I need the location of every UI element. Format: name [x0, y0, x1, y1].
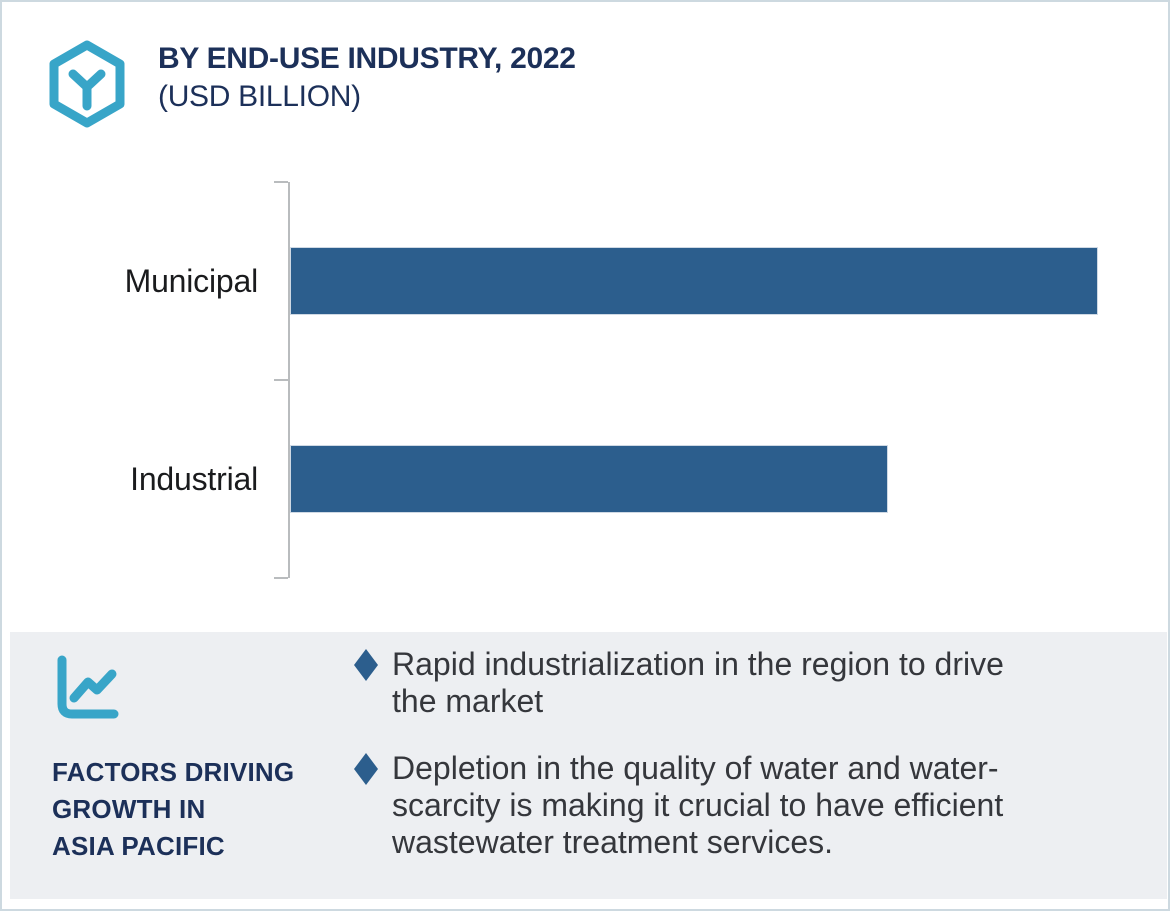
diamond-icon [354, 649, 378, 681]
factor-bullet: Rapid industrialization in the region to… [354, 646, 1054, 720]
category-label-industrial: Industrial [130, 460, 258, 497]
chart-header: BY END-USE INDUSTRY, 2022 (USD BILLION) [158, 40, 576, 116]
factor-text: Rapid industrialization in the region to… [392, 646, 1004, 719]
bar-municipal [290, 247, 1098, 315]
axis-tick [274, 577, 288, 579]
factor-bullet-list: Rapid industrialization in the region to… [354, 646, 1054, 891]
category-label-municipal: Municipal [124, 262, 259, 299]
diamond-icon [354, 753, 378, 785]
panel-heading: FACTORS DRIVING GROWTH IN ASIA PACIFIC [52, 757, 295, 861]
factors-panel: FACTORS DRIVING GROWTH IN ASIA PACIFIC R… [10, 632, 1167, 899]
axis-tick [274, 181, 288, 183]
chart-title: BY END-USE INDUSTRY, 2022 [158, 42, 576, 75]
category-axis [288, 182, 290, 578]
trend-line-chart-icon [52, 654, 122, 729]
factor-text: Depletion in the quality of water and wa… [392, 750, 1004, 860]
chart-subtitle: (USD BILLION) [158, 80, 361, 113]
hexagon-y-icon [47, 38, 127, 135]
factor-bullet: Depletion in the quality of water and wa… [354, 750, 1054, 861]
axis-tick [274, 379, 288, 381]
bar-industrial [290, 445, 888, 513]
